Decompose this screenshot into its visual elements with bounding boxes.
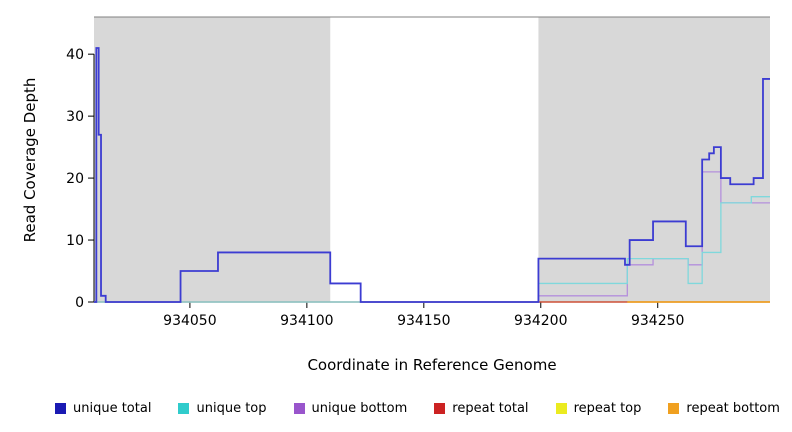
legend-item-repeat-bottom: repeat bottom bbox=[668, 401, 780, 416]
legend-label: repeat total bbox=[452, 400, 529, 416]
legend-item-unique-bottom: unique bottom bbox=[293, 400, 408, 416]
x-tick-label: 934150 bbox=[397, 313, 450, 329]
series-line-unique-top bbox=[94, 196, 770, 303]
x-axis-title: Coordinate in Reference Genome bbox=[307, 356, 557, 374]
y-tick-label: 20 bbox=[66, 171, 84, 187]
y-tick-label: 0 bbox=[75, 295, 84, 311]
legend-swatch-unique-top bbox=[178, 402, 190, 414]
legend-label: unique top bbox=[196, 400, 267, 416]
legend-swatch-unique-bottom bbox=[293, 402, 305, 414]
legend-item-unique-top: unique top bbox=[178, 400, 267, 416]
legend: unique total unique top unique bottom repea… bbox=[55, 399, 780, 417]
legend-label: repeat top bbox=[573, 400, 642, 416]
plot-svg: 934050 934100 934150 934200 934250 0 10 20 30 40 bbox=[66, 16, 770, 329]
legend-item-unique-total: unique total bbox=[55, 401, 151, 416]
x-tick-label: 934050 bbox=[163, 313, 216, 329]
x-tick-label: 934250 bbox=[631, 313, 684, 329]
shaded-region bbox=[94, 17, 331, 302]
legend-swatch-unique-total bbox=[55, 402, 66, 414]
y-axis-title: Read Coverage Depth bbox=[21, 77, 39, 243]
legend-label: repeat bottom bbox=[686, 400, 780, 416]
shaded-region bbox=[538, 17, 770, 302]
series-line-unique-total bbox=[94, 47, 770, 303]
y-tick-label: 40 bbox=[66, 47, 84, 63]
legend-swatch-repeat-bottom bbox=[668, 402, 680, 414]
legend-item-repeat-total: repeat total bbox=[434, 400, 529, 416]
y-tick-label: 10 bbox=[66, 233, 84, 249]
x-tick-label: 934100 bbox=[280, 313, 333, 329]
y-tick-label: 30 bbox=[66, 109, 84, 125]
legend-label: unique total bbox=[73, 400, 152, 416]
x-tick-label: 934200 bbox=[514, 313, 567, 329]
legend-swatch-repeat-top bbox=[555, 402, 567, 414]
legend-item-repeat-top: repeat top bbox=[555, 400, 642, 416]
legend-swatch-repeat-total bbox=[434, 402, 446, 414]
legend-label: unique bottom bbox=[311, 400, 408, 416]
